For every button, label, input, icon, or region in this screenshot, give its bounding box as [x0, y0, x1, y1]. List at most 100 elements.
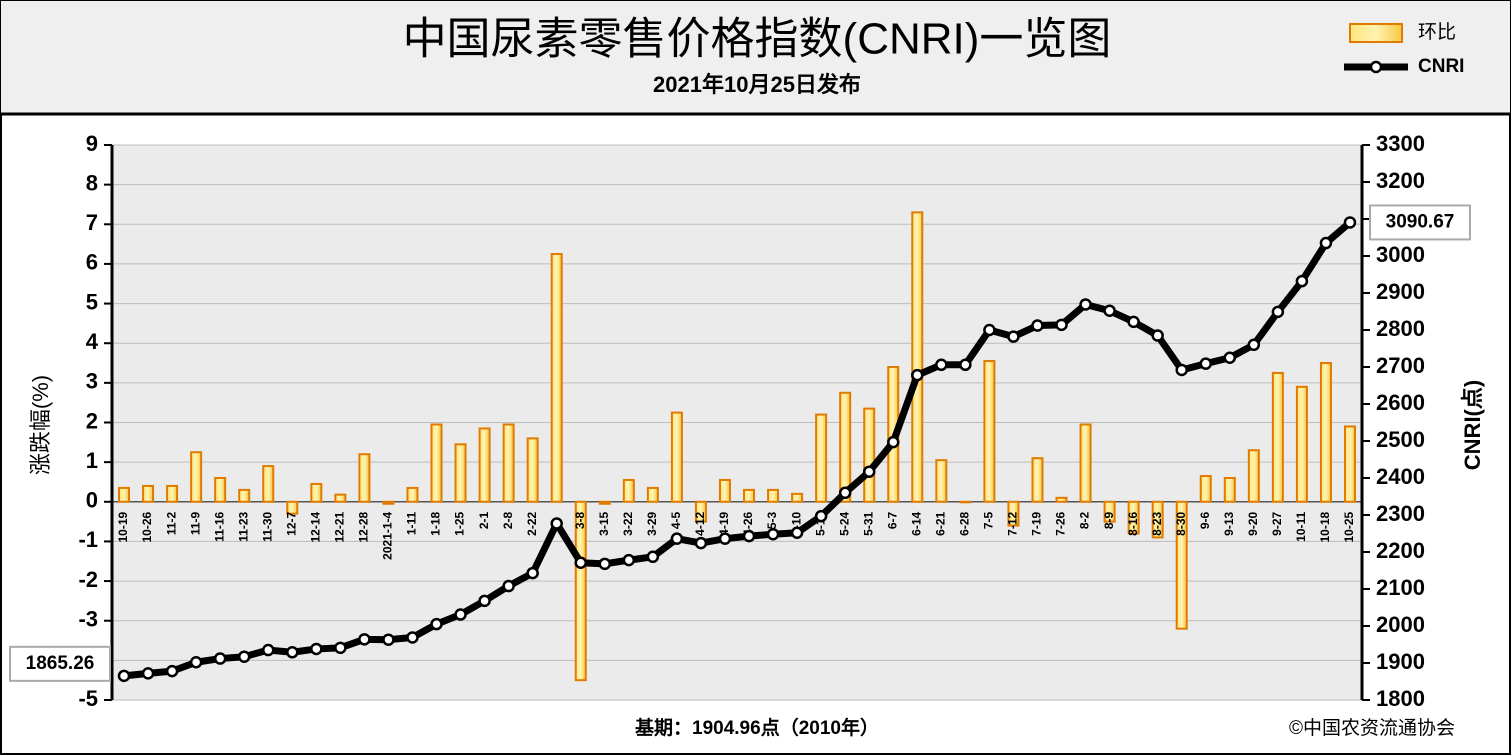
y-tick-label: -2	[78, 567, 98, 592]
x-tick-label: 3-22	[621, 511, 635, 535]
x-tick-label: 12-7	[284, 511, 298, 535]
value-label-box	[9, 645, 111, 682]
marker	[887, 435, 900, 449]
bar	[478, 427, 491, 503]
chart-subtitle: 2021年10月25日发布	[653, 72, 861, 97]
y2-tick-label: 2700	[1376, 353, 1425, 378]
bar	[430, 423, 443, 503]
y-tick-label: 8	[86, 170, 98, 195]
bar	[118, 486, 131, 503]
legend-marker	[1369, 60, 1383, 74]
y2-tick-label: 2400	[1376, 464, 1425, 489]
marker	[911, 368, 924, 382]
marker	[959, 358, 972, 372]
bar	[1031, 457, 1044, 503]
y2-tick-label: 2600	[1376, 390, 1425, 415]
bar	[526, 437, 539, 503]
legend-swatch	[1349, 23, 1403, 43]
marker	[526, 566, 539, 580]
y2-tick-label: 3200	[1376, 168, 1425, 193]
bar	[502, 423, 515, 503]
bar	[1343, 425, 1356, 503]
bar	[1295, 385, 1308, 503]
x-tick-label: 10-11	[1294, 511, 1308, 541]
y2-tick-label: 2000	[1376, 612, 1425, 637]
bar	[1127, 500, 1140, 535]
x-tick-label: 11-30	[260, 511, 274, 541]
marker	[1319, 236, 1333, 250]
y2-tick-label: 2100	[1376, 575, 1425, 600]
bar	[791, 492, 804, 503]
bar	[767, 488, 780, 503]
bar	[166, 484, 179, 503]
x-tick-label: 2-22	[525, 511, 539, 535]
x-tick-label: 11-2	[164, 511, 178, 535]
marker	[983, 323, 996, 337]
marker	[766, 527, 780, 541]
x-tick-label: 6-21	[933, 511, 947, 535]
header	[1, 1, 1510, 113]
x-tick-label: 11-23	[236, 511, 250, 541]
marker	[670, 532, 684, 545]
x-tick-label: 12-21	[333, 511, 347, 542]
x-tick-label: 8-23	[1150, 511, 1164, 535]
marker	[1055, 318, 1068, 332]
bar	[142, 484, 155, 503]
bar	[1079, 423, 1092, 503]
marker	[502, 579, 515, 593]
marker	[213, 652, 227, 665]
y-tick-label: -3	[78, 607, 98, 632]
bar	[694, 500, 707, 523]
x-tick-label: 1-25	[453, 511, 467, 535]
marker	[862, 465, 876, 478]
marker	[598, 557, 612, 571]
bar	[190, 451, 203, 503]
y-tick-label: 6	[86, 250, 98, 275]
marker	[838, 486, 852, 500]
chart-title: 中国尿素零售价格指数(CNRI)一览图	[403, 15, 1112, 64]
marker	[1247, 338, 1261, 352]
bar	[406, 486, 419, 503]
bar	[550, 253, 563, 503]
x-tick-label: 4-12	[693, 511, 707, 535]
y-tick-label: -1	[78, 527, 98, 552]
y2-tick-label: 2900	[1376, 279, 1425, 304]
marker	[310, 642, 323, 656]
bar	[358, 453, 371, 503]
x-tick-label: 2-1	[477, 511, 491, 529]
x-tick-label: 7-12	[1006, 511, 1020, 535]
x-tick-label: 8-30	[1174, 511, 1188, 535]
y2-tick-label: 2200	[1376, 538, 1425, 563]
bar	[262, 465, 275, 503]
marker	[1031, 319, 1044, 332]
bar	[1223, 477, 1236, 503]
marker	[1199, 357, 1212, 370]
line	[123, 219, 1353, 680]
y-tick-label: 3	[86, 369, 98, 394]
bar	[1055, 496, 1068, 503]
marker	[550, 517, 563, 530]
bar	[1199, 475, 1212, 503]
x-tick-label: 6-28	[958, 511, 972, 535]
marker	[406, 631, 419, 644]
bar	[815, 413, 828, 503]
bar	[670, 411, 683, 503]
y2-tick-label: 2300	[1376, 501, 1425, 526]
y2-tick-label: 1900	[1376, 649, 1425, 674]
marker	[141, 667, 155, 680]
bar	[334, 493, 347, 503]
x-tick-label: 11-9	[188, 511, 202, 535]
x-tick-label: 2-8	[501, 511, 515, 529]
y2-tick-label: 3000	[1376, 242, 1425, 267]
x-tick-label: 9-6	[1198, 511, 1212, 529]
marker	[478, 594, 491, 608]
x-tick-label: 5-3	[765, 511, 779, 529]
y-tick-label: 9	[86, 131, 98, 156]
marker	[718, 532, 732, 545]
bar	[959, 500, 972, 504]
x-tick-label: 10-19	[116, 511, 130, 542]
marker	[1127, 315, 1140, 329]
marker	[646, 550, 660, 564]
y-tick-label: -5	[78, 686, 98, 711]
